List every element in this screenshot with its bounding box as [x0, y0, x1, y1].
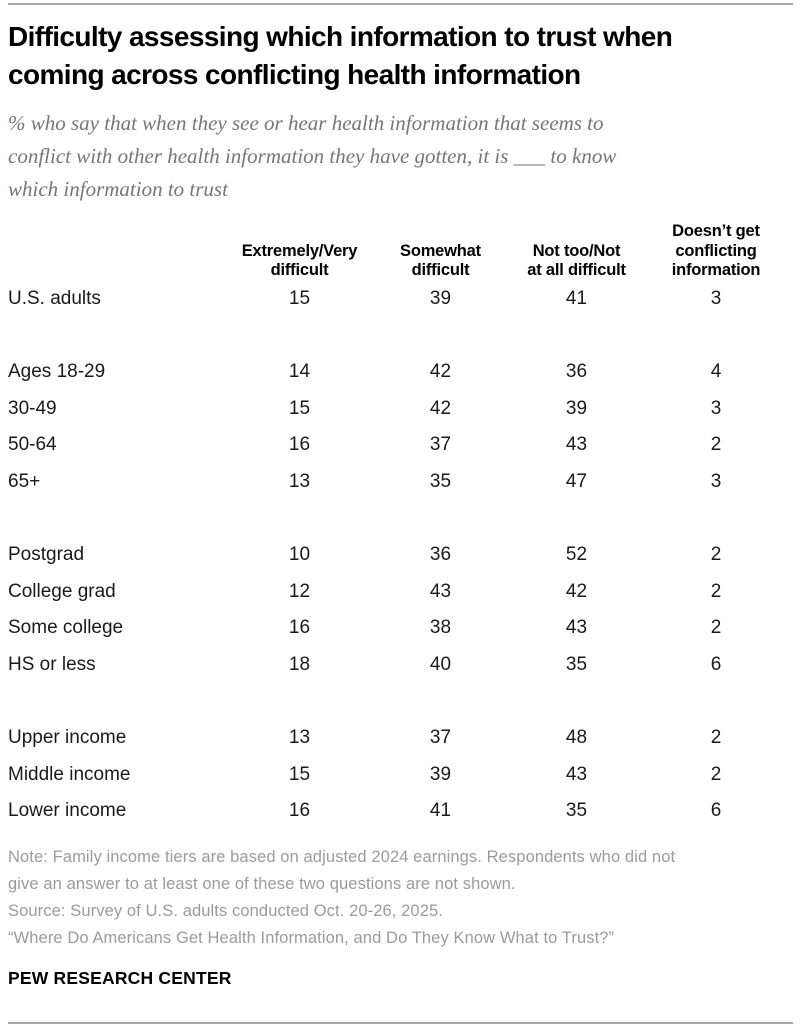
value-cell: 6	[710, 653, 722, 675]
value-cell: 48	[565, 727, 588, 749]
row-label: 30-49	[8, 397, 57, 419]
value-cell: 2	[710, 544, 722, 566]
pew-research-center-wordmark: PEW RESEARCH CENTER	[8, 967, 232, 988]
chart-subtitle: % who say that when they see or hear hea…	[8, 111, 617, 201]
value-cell: 3	[710, 470, 722, 492]
value-cell: 2	[710, 617, 722, 639]
value-cell: 15	[288, 397, 311, 419]
table-row: Upper income 13 37 48 2	[8, 720, 793, 757]
value-cell: 4	[710, 361, 722, 383]
group-gap	[8, 317, 793, 354]
table-row: 30-49 15 42 39 3	[8, 391, 793, 428]
table-row: HS or less 18 40 35 6	[8, 647, 793, 684]
value-cell: 2	[710, 763, 722, 785]
demographics-table: Extremely/Very difficult Somewhat diffic…	[8, 222, 793, 830]
row-label: HS or less	[8, 653, 96, 675]
value-cell: 13	[288, 727, 311, 749]
table-row: College grad 12 43 42 2	[8, 574, 793, 611]
value-cell: 2	[710, 727, 722, 749]
column-header-not-too-not-at-all-difficult: Not too/Not at all difficult	[527, 241, 626, 280]
table-row: Ages 18-29 14 42 36 4	[8, 354, 793, 391]
value-cell: 12	[288, 580, 311, 602]
table-row: 50-64 16 37 43 2	[8, 427, 793, 464]
column-header-doesnt-get-conflicting-information: Doesn’t get conflicting information	[671, 222, 761, 279]
value-cell: 2	[710, 580, 722, 602]
value-cell: 16	[288, 617, 311, 639]
value-cell: 42	[429, 397, 452, 419]
value-cell: 47	[565, 470, 588, 492]
value-cell: 41	[565, 287, 588, 309]
value-cell: 6	[710, 800, 722, 822]
value-cell: 10	[288, 544, 311, 566]
value-cell: 39	[429, 763, 452, 785]
table-row: Lower income 16 41 35 6	[8, 793, 793, 830]
value-cell: 15	[288, 763, 311, 785]
value-cell: 35	[429, 470, 452, 492]
value-cell: 2	[710, 434, 722, 456]
value-cell: 36	[565, 361, 588, 383]
value-cell: 37	[429, 727, 452, 749]
bottom-divider	[8, 1021, 793, 1024]
chart-title: Difficulty assessing which information t…	[8, 21, 673, 90]
value-cell: 3	[710, 287, 722, 309]
row-label: Ages 18-29	[8, 361, 106, 383]
value-cell: 3	[710, 397, 722, 419]
value-cell: 42	[429, 361, 452, 383]
table-row: 65+ 13 35 47 3	[8, 464, 793, 501]
value-cell: 36	[429, 544, 452, 566]
value-cell: 35	[565, 800, 588, 822]
value-cell: 39	[565, 397, 588, 419]
value-cell: 16	[288, 434, 311, 456]
value-cell: 37	[429, 434, 452, 456]
value-cell: 39	[429, 287, 452, 309]
value-cell: 42	[565, 580, 588, 602]
value-cell: 18	[288, 653, 311, 675]
report-title-text: “Where Do Americans Get Health Informati…	[8, 928, 615, 947]
table-row: Middle income 15 39 43 2	[8, 757, 793, 794]
column-header-extremely-very-difficult: Extremely/Very difficult	[241, 241, 358, 280]
value-cell: 52	[565, 544, 588, 566]
value-cell: 43	[565, 763, 588, 785]
value-cell: 13	[288, 470, 311, 492]
row-label: 50-64	[8, 434, 57, 456]
source-text: Source: Survey of U.S. adults conducted …	[8, 901, 443, 920]
value-cell: 14	[288, 361, 311, 383]
group-gap	[8, 683, 793, 720]
table-row: Some college 16 38 43 2	[8, 610, 793, 647]
row-label: Lower income	[8, 800, 127, 822]
value-cell: 15	[288, 287, 311, 309]
table-header-row: Extremely/Very difficult Somewhat diffic…	[8, 222, 793, 281]
value-cell: 38	[429, 617, 452, 639]
row-label: Some college	[8, 617, 124, 639]
row-label: Upper income	[8, 727, 127, 749]
row-label: Middle income	[8, 763, 131, 785]
table-row: Postgrad 10 36 52 2	[8, 537, 793, 574]
value-cell: 41	[429, 800, 452, 822]
value-cell: 16	[288, 800, 311, 822]
row-label: College grad	[8, 580, 116, 602]
value-cell: 35	[565, 653, 588, 675]
top-divider	[8, 3, 793, 5]
value-cell: 40	[429, 653, 452, 675]
value-cell: 43	[565, 434, 588, 456]
note-text: Note: Family income tiers are based on a…	[8, 847, 676, 893]
table-row: U.S. adults 15 39 41 3	[8, 281, 793, 318]
row-label: 65+	[8, 470, 41, 492]
row-label: U.S. adults	[8, 287, 101, 309]
group-gap	[8, 500, 793, 537]
value-cell: 43	[565, 617, 588, 639]
value-cell: 43	[429, 580, 452, 602]
row-label: Postgrad	[8, 544, 85, 566]
demographics-table-body: U.S. adults 15 39 41 3 Ages 18-29 14 42 …	[8, 281, 793, 830]
column-header-somewhat-difficult: Somewhat difficult	[400, 241, 481, 280]
